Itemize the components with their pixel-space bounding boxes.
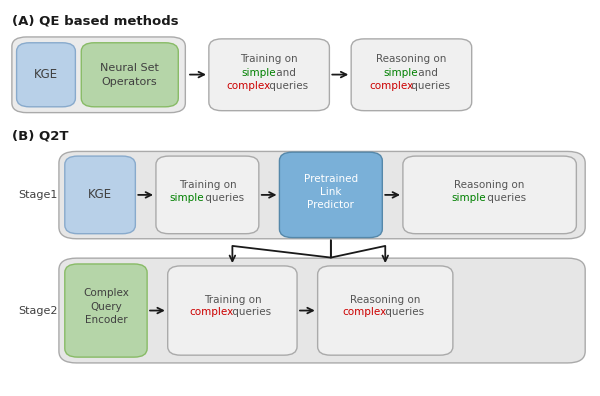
Text: KGE: KGE (34, 68, 58, 81)
Text: simple: simple (170, 193, 204, 203)
FancyBboxPatch shape (65, 156, 136, 234)
Text: Predictor: Predictor (307, 200, 355, 210)
Text: queries: queries (382, 307, 424, 318)
Text: complex: complex (343, 307, 387, 318)
Text: Reasoning on: Reasoning on (376, 54, 446, 64)
Text: Stage1: Stage1 (19, 190, 58, 200)
Text: Training on: Training on (179, 180, 236, 190)
Text: Query: Query (90, 302, 122, 312)
Text: simple: simple (242, 68, 276, 78)
FancyBboxPatch shape (168, 266, 297, 355)
FancyBboxPatch shape (59, 151, 585, 239)
Text: Reasoning on: Reasoning on (454, 180, 525, 190)
FancyBboxPatch shape (209, 39, 329, 110)
FancyBboxPatch shape (351, 39, 472, 110)
Text: Pretrained: Pretrained (304, 174, 358, 185)
Text: queries: queries (408, 81, 451, 91)
FancyBboxPatch shape (12, 37, 185, 112)
Text: simple: simple (384, 68, 419, 78)
FancyBboxPatch shape (403, 156, 577, 234)
FancyBboxPatch shape (81, 43, 178, 107)
Text: Link: Link (320, 187, 341, 197)
Text: Complex: Complex (83, 288, 129, 298)
FancyBboxPatch shape (65, 264, 147, 357)
Text: queries: queries (266, 81, 308, 91)
Text: Stage2: Stage2 (19, 306, 58, 316)
Text: Operators: Operators (101, 76, 157, 87)
Text: queries: queries (229, 307, 271, 318)
Text: KGE: KGE (88, 188, 112, 202)
Text: complex: complex (227, 81, 271, 91)
FancyBboxPatch shape (317, 266, 453, 355)
Text: (B) Q2T: (B) Q2T (12, 129, 68, 143)
Text: Training on: Training on (203, 295, 261, 305)
Text: simple: simple (452, 193, 487, 203)
Text: queries: queries (484, 193, 526, 203)
Text: and: and (273, 68, 296, 78)
Text: (A) QE based methods: (A) QE based methods (12, 15, 179, 28)
Text: and: and (415, 68, 438, 78)
Text: Neural Set: Neural Set (100, 63, 159, 73)
Text: Reasoning on: Reasoning on (350, 295, 421, 305)
Text: Encoder: Encoder (85, 315, 127, 325)
FancyBboxPatch shape (59, 258, 585, 363)
FancyBboxPatch shape (156, 156, 259, 234)
Text: queries: queries (202, 193, 244, 203)
FancyBboxPatch shape (280, 152, 382, 238)
FancyBboxPatch shape (17, 43, 76, 107)
Text: Training on: Training on (241, 54, 298, 64)
Text: complex: complex (369, 81, 413, 91)
Text: complex: complex (190, 307, 234, 318)
